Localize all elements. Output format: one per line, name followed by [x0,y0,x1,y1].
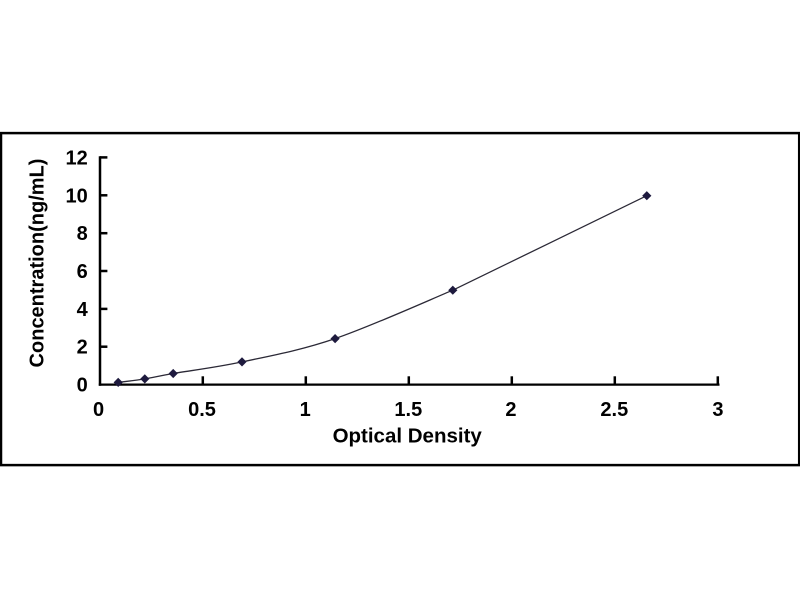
svg-text:Optical Density: Optical Density [333,424,483,447]
svg-text:6: 6 [77,261,88,283]
svg-text:3: 3 [712,399,723,421]
svg-text:0.5: 0.5 [188,399,216,421]
svg-text:2: 2 [77,337,88,359]
svg-text:2: 2 [505,399,516,421]
svg-text:0: 0 [77,375,88,397]
svg-text:0: 0 [93,399,104,421]
svg-text:8: 8 [77,223,88,245]
svg-text:1.5: 1.5 [394,399,422,421]
svg-text:4: 4 [77,299,89,321]
svg-text:10: 10 [66,185,88,207]
svg-text:Concentration(ng/mL): Concentration(ng/mL) [27,159,49,368]
svg-text:2.5: 2.5 [600,399,628,421]
svg-text:1: 1 [300,399,311,421]
svg-text:12: 12 [66,147,88,169]
